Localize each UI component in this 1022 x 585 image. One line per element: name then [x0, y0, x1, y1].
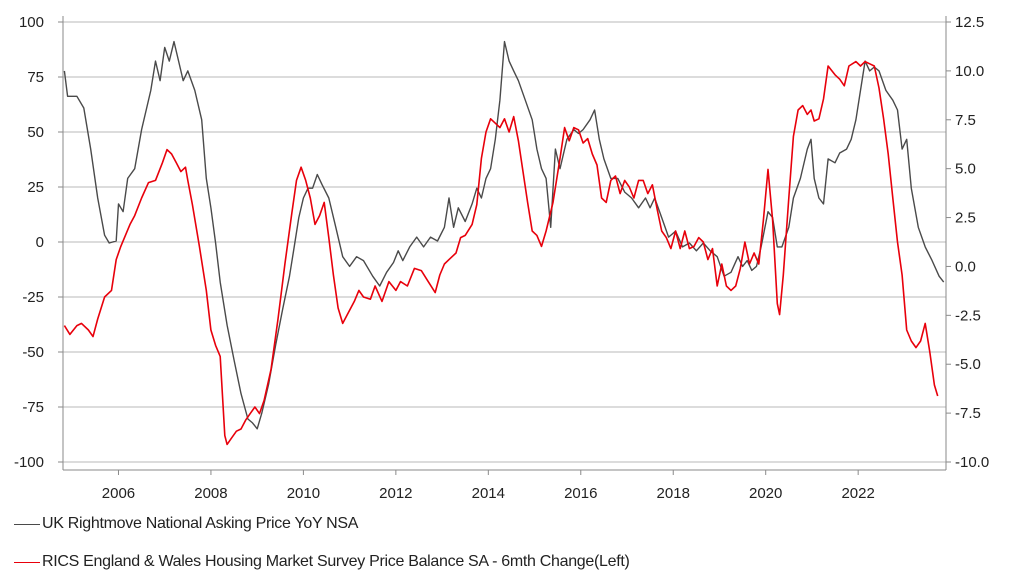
left-tick-label: 0: [36, 234, 44, 251]
x-tick-label: 2022: [841, 485, 874, 502]
right-tick-label: -10.0: [955, 454, 989, 471]
left-tick-label: 75: [27, 69, 44, 86]
legend-label-rics: RICS England & Wales Housing Market Surv…: [42, 553, 630, 570]
right-tick-label: 2.5: [955, 210, 976, 227]
x-tick-label: 2010: [287, 485, 320, 502]
legend-item-rics: RICS England & Wales Housing Market Surv…: [14, 553, 630, 571]
x-tick-label: 2018: [657, 485, 690, 502]
chart: 100 75 50 25 0 -25 -50 -75 -100 12.5 10.0 7.5 5.0 2.…: [14, 14, 989, 502]
legend-label-rightmove: UK Rightmove National Asking Price YoY N…: [42, 515, 359, 532]
right-tick-label: -2.5: [955, 307, 981, 324]
left-tick-label: -50: [22, 344, 44, 361]
axes: [62, 16, 947, 471]
x-tick-label: 2008: [194, 485, 227, 502]
x-tick-label: 2020: [749, 485, 782, 502]
series-line-rics: [63, 60, 939, 446]
right-tick-label: 5.0: [955, 161, 976, 178]
left-tick-label: -75: [22, 399, 44, 416]
x-axis-ticks: 2006 2008 2010 2012 2014 2016 2018 2020 2022: [102, 470, 875, 502]
series: [63, 40, 945, 446]
left-tick-label: -25: [22, 289, 44, 306]
right-tick-label: 7.5: [955, 112, 976, 129]
legend-item-rightmove: UK Rightmove National Asking Price YoY N…: [14, 515, 358, 533]
gridlines: [63, 21, 946, 463]
x-tick-label: 2014: [472, 485, 505, 502]
left-tick-label: 100: [19, 14, 44, 31]
right-tick-label: 10.0: [955, 63, 984, 80]
legend-swatch-rightmove: [14, 523, 40, 525]
right-tick-label: 12.5: [955, 14, 984, 31]
right-axis-ticks: 12.5 10.0 7.5 5.0 2.5 0.0 -2.5 -5.0 -7.5 -10.0: [946, 14, 989, 471]
left-tick-label: 25: [27, 179, 44, 196]
right-tick-label: -7.5: [955, 405, 981, 422]
x-tick-label: 2012: [379, 485, 412, 502]
right-tick-label: -5.0: [955, 356, 981, 373]
right-tick-label: 0.0: [955, 258, 976, 275]
left-axis-ticks: 100 75 50 25 0 -25 -50 -75 -100: [14, 14, 63, 471]
left-tick-label: 50: [27, 124, 44, 141]
legend-swatch-rics: [14, 561, 40, 563]
x-tick-label: 2006: [102, 485, 135, 502]
series-line-rightmove: [63, 40, 945, 430]
left-tick-label: -100: [14, 454, 44, 471]
x-tick-label: 2016: [564, 485, 597, 502]
